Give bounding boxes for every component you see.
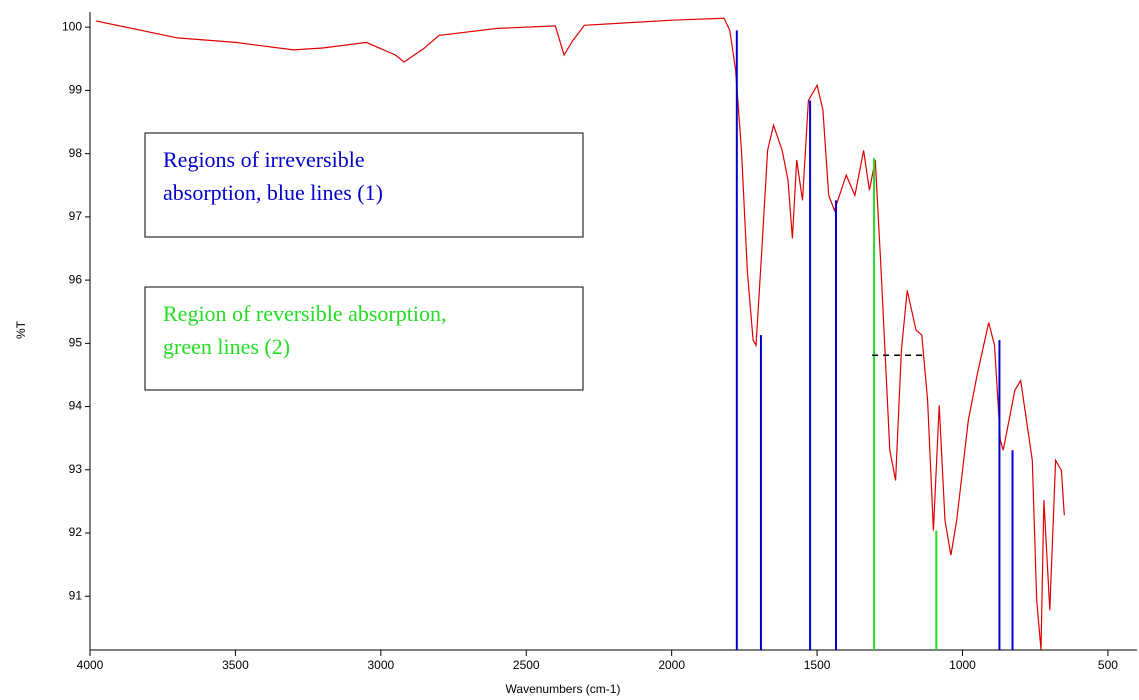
y-tick-label: 100: [62, 19, 82, 33]
y-tick-label: 94: [69, 399, 83, 413]
y-axis-label: %T: [14, 320, 28, 339]
spectrum-line: [95, 17, 1065, 650]
x-axis-label: Wavenumbers (cm-1): [506, 682, 621, 696]
x-tick-label: 2000: [658, 658, 685, 672]
x-tick-label: 1500: [804, 658, 831, 672]
y-tick-label: 95: [69, 336, 83, 350]
annotation-box: [144, 286, 584, 391]
y-tick-label: 99: [69, 83, 83, 97]
y-tick-label: 93: [69, 462, 83, 476]
x-tick-label: 4000: [77, 658, 104, 672]
annotation-text: absorption, blue lines (1): [163, 180, 383, 205]
annotation-text: Region of reversible absorption,: [163, 301, 447, 326]
annotation-text: Regions of irreversible: [163, 147, 365, 172]
y-tick-label: 98: [69, 146, 83, 160]
x-tick-label: 3000: [367, 658, 394, 672]
x-tick-label: 3500: [222, 658, 249, 672]
x-tick-label: 1000: [949, 658, 976, 672]
annotation-box: [144, 132, 584, 238]
y-tick-label: 91: [69, 588, 83, 602]
y-tick-label: 97: [69, 209, 83, 223]
x-tick-label: 2500: [513, 658, 540, 672]
x-tick-label: 500: [1098, 658, 1118, 672]
annotation-text: green lines (2): [163, 334, 290, 359]
y-tick-label: 92: [69, 525, 83, 539]
y-tick-label: 96: [69, 272, 83, 286]
